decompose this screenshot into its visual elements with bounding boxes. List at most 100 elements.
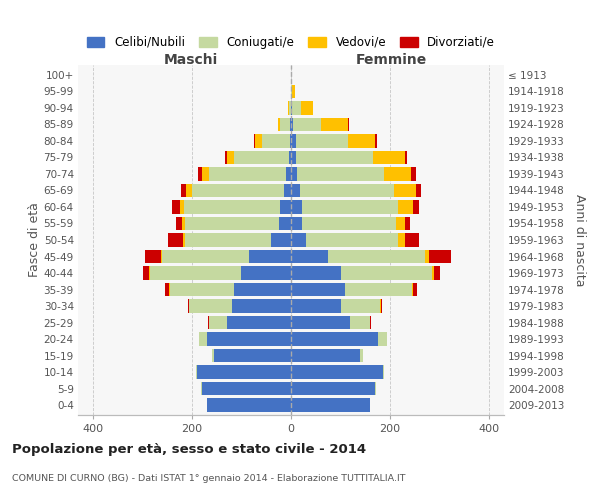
- Bar: [286, 167, 291, 180]
- Bar: [361, 349, 363, 362]
- Bar: [291, 184, 300, 197]
- Bar: [179, 200, 184, 214]
- Text: COMUNE DI CURNO (BG) - Dati ISTAT 1° gennaio 2014 - Elaborazione TUTTITALIA.IT: COMUNE DI CURNO (BG) - Dati ISTAT 1° gen…: [12, 474, 406, 483]
- Bar: [328, 250, 425, 264]
- Bar: [291, 316, 350, 330]
- Bar: [280, 118, 290, 131]
- Bar: [291, 366, 383, 379]
- Bar: [377, 332, 386, 346]
- Bar: [296, 150, 373, 164]
- Bar: [413, 200, 419, 214]
- Bar: [413, 283, 418, 296]
- Bar: [249, 250, 291, 264]
- Y-axis label: Fasce di età: Fasce di età: [28, 202, 41, 278]
- Bar: [291, 150, 296, 164]
- Bar: [290, 118, 291, 131]
- Bar: [187, 184, 193, 197]
- Bar: [196, 366, 197, 379]
- Bar: [161, 250, 162, 264]
- Bar: [255, 134, 262, 147]
- Bar: [167, 233, 182, 247]
- Y-axis label: Anni di nascita: Anni di nascita: [573, 194, 586, 286]
- Bar: [297, 167, 383, 180]
- Bar: [405, 233, 419, 247]
- Bar: [291, 84, 292, 98]
- Bar: [185, 233, 271, 247]
- Bar: [181, 184, 187, 197]
- Bar: [202, 167, 209, 180]
- Bar: [348, 118, 349, 131]
- Bar: [162, 250, 249, 264]
- Bar: [188, 300, 190, 313]
- Bar: [291, 398, 370, 412]
- Bar: [271, 233, 291, 247]
- Bar: [370, 316, 371, 330]
- Bar: [212, 349, 214, 362]
- Bar: [182, 216, 185, 230]
- Bar: [262, 134, 290, 147]
- Bar: [405, 150, 407, 164]
- Bar: [227, 316, 291, 330]
- Bar: [412, 283, 413, 296]
- Bar: [348, 134, 375, 147]
- Bar: [149, 266, 150, 280]
- Bar: [182, 233, 185, 247]
- Bar: [301, 101, 313, 114]
- Bar: [291, 349, 361, 362]
- Bar: [172, 200, 179, 214]
- Bar: [165, 283, 169, 296]
- Bar: [232, 300, 291, 313]
- Bar: [302, 216, 396, 230]
- Bar: [302, 200, 398, 214]
- Bar: [321, 118, 348, 131]
- Bar: [197, 366, 291, 379]
- Bar: [280, 200, 291, 214]
- Bar: [425, 250, 429, 264]
- Bar: [185, 216, 278, 230]
- Bar: [241, 266, 291, 280]
- Bar: [291, 332, 377, 346]
- Bar: [394, 184, 416, 197]
- Bar: [341, 300, 380, 313]
- Bar: [375, 134, 377, 147]
- Bar: [278, 216, 291, 230]
- Bar: [184, 200, 280, 214]
- Bar: [289, 101, 291, 114]
- Bar: [207, 332, 291, 346]
- Bar: [190, 300, 232, 313]
- Bar: [350, 316, 370, 330]
- Bar: [234, 283, 291, 296]
- Bar: [287, 101, 289, 114]
- Bar: [296, 134, 348, 147]
- Bar: [278, 118, 280, 131]
- Bar: [398, 233, 405, 247]
- Bar: [145, 250, 161, 264]
- Bar: [291, 382, 375, 396]
- Bar: [150, 266, 241, 280]
- Bar: [292, 84, 295, 98]
- Bar: [411, 167, 416, 180]
- Bar: [254, 134, 255, 147]
- Bar: [170, 283, 234, 296]
- Bar: [291, 300, 341, 313]
- Text: Maschi: Maschi: [164, 52, 218, 66]
- Bar: [398, 200, 413, 214]
- Bar: [291, 266, 341, 280]
- Legend: Celibi/Nubili, Coniugati/e, Vedovi/e, Divorziati/e: Celibi/Nubili, Coniugati/e, Vedovi/e, Di…: [83, 32, 499, 52]
- Bar: [291, 134, 296, 147]
- Bar: [346, 283, 412, 296]
- Bar: [225, 150, 227, 164]
- Bar: [202, 382, 291, 396]
- Bar: [234, 150, 289, 164]
- Bar: [373, 150, 405, 164]
- Bar: [429, 250, 451, 264]
- Bar: [416, 184, 421, 197]
- Bar: [291, 250, 328, 264]
- Bar: [207, 398, 291, 412]
- Bar: [293, 118, 321, 131]
- Bar: [284, 184, 291, 197]
- Text: Popolazione per età, sesso e stato civile - 2014: Popolazione per età, sesso e stato civil…: [12, 442, 366, 456]
- Bar: [208, 316, 209, 330]
- Bar: [214, 349, 291, 362]
- Bar: [176, 216, 182, 230]
